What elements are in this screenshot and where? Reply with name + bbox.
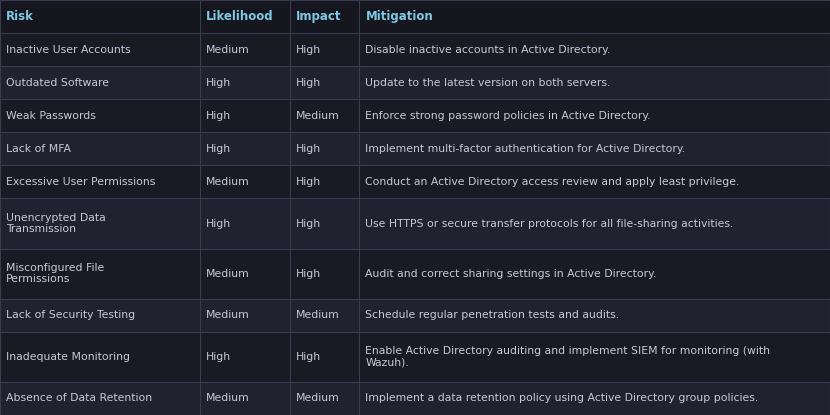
Text: Enable Active Directory auditing and implement SIEM for monitoring (with
Wazuh).: Enable Active Directory auditing and imp… — [365, 346, 770, 368]
Text: Conduct an Active Directory access review and apply least privilege.: Conduct an Active Directory access revie… — [365, 177, 740, 187]
Text: Enforce strong password policies in Active Directory.: Enforce strong password policies in Acti… — [365, 111, 651, 121]
Text: Excessive User Permissions: Excessive User Permissions — [6, 177, 155, 187]
Text: High: High — [295, 269, 320, 278]
Text: Inactive User Accounts: Inactive User Accounts — [6, 45, 130, 55]
Text: Misconfigured File
Permissions: Misconfigured File Permissions — [6, 263, 105, 284]
Text: High: High — [295, 45, 320, 55]
Text: Implement a data retention policy using Active Directory group policies.: Implement a data retention policy using … — [365, 393, 759, 403]
Text: Audit and correct sharing settings in Active Directory.: Audit and correct sharing settings in Ac… — [365, 269, 657, 278]
Text: Risk: Risk — [6, 10, 34, 23]
Bar — [0, 0, 830, 33]
Bar — [0, 33, 830, 66]
Bar — [0, 382, 830, 415]
Text: Medium: Medium — [295, 393, 339, 403]
Text: Implement multi-factor authentication for Active Directory.: Implement multi-factor authentication fo… — [365, 144, 686, 154]
Text: High: High — [206, 144, 231, 154]
Text: Weak Passwords: Weak Passwords — [6, 111, 96, 121]
Text: High: High — [295, 177, 320, 187]
Bar — [0, 198, 830, 249]
Text: Use HTTPS or secure transfer protocols for all file-sharing activities.: Use HTTPS or secure transfer protocols f… — [365, 219, 734, 229]
Text: Impact: Impact — [295, 10, 341, 23]
Bar — [0, 132, 830, 166]
Text: High: High — [206, 78, 231, 88]
Text: High: High — [295, 78, 320, 88]
Bar — [0, 99, 830, 132]
Text: Medium: Medium — [206, 45, 250, 55]
Text: Disable inactive accounts in Active Directory.: Disable inactive accounts in Active Dire… — [365, 45, 611, 55]
Bar — [0, 249, 830, 299]
Text: Medium: Medium — [206, 269, 250, 278]
Text: Medium: Medium — [295, 111, 339, 121]
Text: Absence of Data Retention: Absence of Data Retention — [6, 393, 152, 403]
Text: Unencrypted Data
Transmission: Unencrypted Data Transmission — [6, 213, 105, 234]
Text: Lack of Security Testing: Lack of Security Testing — [6, 310, 135, 320]
Bar — [0, 66, 830, 99]
Text: High: High — [295, 219, 320, 229]
Text: Outdated Software: Outdated Software — [6, 78, 109, 88]
Text: Medium: Medium — [206, 310, 250, 320]
Text: High: High — [295, 144, 320, 154]
Text: Schedule regular penetration tests and audits.: Schedule regular penetration tests and a… — [365, 310, 619, 320]
Text: Lack of MFA: Lack of MFA — [6, 144, 71, 154]
Bar — [0, 332, 830, 382]
Text: Medium: Medium — [206, 393, 250, 403]
Text: Medium: Medium — [206, 177, 250, 187]
Bar — [0, 166, 830, 198]
Text: High: High — [206, 219, 231, 229]
Text: High: High — [295, 352, 320, 362]
Text: Update to the latest version on both servers.: Update to the latest version on both ser… — [365, 78, 611, 88]
Bar — [0, 299, 830, 332]
Text: Mitigation: Mitigation — [365, 10, 433, 23]
Text: Medium: Medium — [295, 310, 339, 320]
Text: High: High — [206, 352, 231, 362]
Text: Likelihood: Likelihood — [206, 10, 274, 23]
Text: High: High — [206, 111, 231, 121]
Text: Inadequate Monitoring: Inadequate Monitoring — [6, 352, 130, 362]
